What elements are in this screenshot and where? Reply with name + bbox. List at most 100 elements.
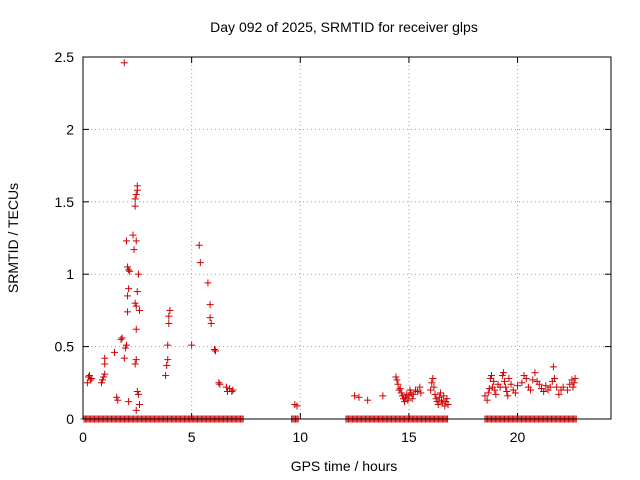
data-point — [166, 306, 174, 314]
data-point — [135, 306, 143, 314]
data-point — [135, 401, 143, 409]
data-point — [486, 374, 494, 382]
data-point — [165, 319, 173, 327]
data-point — [162, 372, 170, 380]
data-point — [120, 59, 128, 67]
data-point — [392, 373, 400, 381]
data-point — [111, 348, 119, 356]
data-point — [553, 383, 561, 391]
data-point — [87, 376, 95, 384]
data-point — [417, 389, 425, 397]
data-point — [430, 383, 438, 391]
data-point — [498, 372, 506, 380]
data-point — [130, 246, 138, 254]
x-tick-label: 20 — [510, 429, 526, 445]
data-point — [443, 395, 451, 403]
data-point — [444, 401, 452, 409]
data-point — [555, 390, 563, 398]
data-point — [204, 279, 212, 287]
data-point — [133, 387, 141, 395]
data-point — [499, 369, 507, 377]
data-point — [540, 387, 548, 395]
data-point — [228, 387, 236, 395]
data-point — [490, 377, 498, 385]
data-point — [396, 385, 404, 393]
data-point — [551, 374, 559, 382]
data-point — [527, 386, 535, 394]
data-point — [431, 390, 439, 398]
data-point — [504, 392, 512, 400]
data-point — [132, 406, 140, 414]
data-point — [481, 392, 489, 400]
data-point — [355, 393, 363, 401]
data-point — [124, 263, 132, 271]
plot-frame — [82, 56, 612, 420]
x-axis-label: GPS time / hours — [291, 458, 398, 474]
data-point — [132, 325, 140, 333]
data-point — [129, 231, 137, 239]
data-point — [379, 392, 387, 400]
data-point — [409, 390, 417, 398]
data-point — [124, 292, 132, 300]
data-point — [485, 385, 493, 393]
data-point — [165, 312, 173, 320]
data-point — [434, 401, 442, 409]
x-tick-label: 0 — [79, 429, 87, 445]
data-point — [134, 270, 142, 278]
data-point — [440, 392, 448, 400]
data-point — [122, 237, 130, 245]
data-point — [212, 347, 220, 355]
data-point — [216, 380, 224, 388]
data-point — [501, 377, 509, 385]
data-point — [483, 396, 491, 404]
data-point — [529, 376, 537, 384]
data-point — [408, 395, 416, 403]
data-point — [120, 354, 128, 362]
data-point — [132, 302, 140, 310]
data-point — [364, 396, 372, 404]
data-point — [549, 363, 557, 371]
data-point — [397, 389, 405, 397]
data-point — [188, 341, 196, 349]
data-point — [531, 369, 539, 377]
grid-lines — [83, 56, 611, 419]
data-point — [438, 396, 446, 404]
data-point — [436, 389, 444, 397]
data-point — [416, 383, 424, 391]
data-point — [118, 334, 126, 342]
data-point — [484, 389, 492, 397]
data-point — [571, 374, 579, 382]
data-point — [503, 387, 511, 395]
data-point — [222, 383, 230, 391]
data-point — [428, 379, 436, 387]
y-tick-label: 0 — [66, 411, 74, 427]
data-point — [113, 393, 121, 401]
data-point — [432, 395, 440, 403]
data-point — [195, 241, 203, 249]
data-point — [207, 319, 215, 327]
data-point — [126, 267, 134, 275]
data-point — [566, 380, 574, 388]
data-point — [542, 382, 550, 390]
data-point — [535, 380, 543, 388]
data-point — [487, 372, 495, 380]
data-point — [546, 383, 554, 391]
data-point — [163, 361, 171, 369]
data-point — [210, 345, 218, 353]
data-point — [429, 374, 437, 382]
data-point — [570, 379, 578, 387]
data-point — [427, 386, 435, 394]
data-point — [125, 266, 133, 274]
axis-ticks: 0 0.5 1 1.5 2 2.5 0 5 10 15 20 — [55, 49, 611, 445]
y-axis-label: SRMTID / TECUs — [5, 183, 21, 293]
data-points — [80, 59, 580, 423]
data-point — [559, 383, 567, 391]
y-tick-label: 1.5 — [55, 194, 75, 210]
data-point — [433, 398, 441, 406]
data-point — [83, 379, 91, 387]
y-tick-label: 2 — [66, 121, 74, 137]
data-point — [206, 314, 214, 322]
data-point — [114, 396, 122, 404]
data-point — [97, 379, 105, 387]
